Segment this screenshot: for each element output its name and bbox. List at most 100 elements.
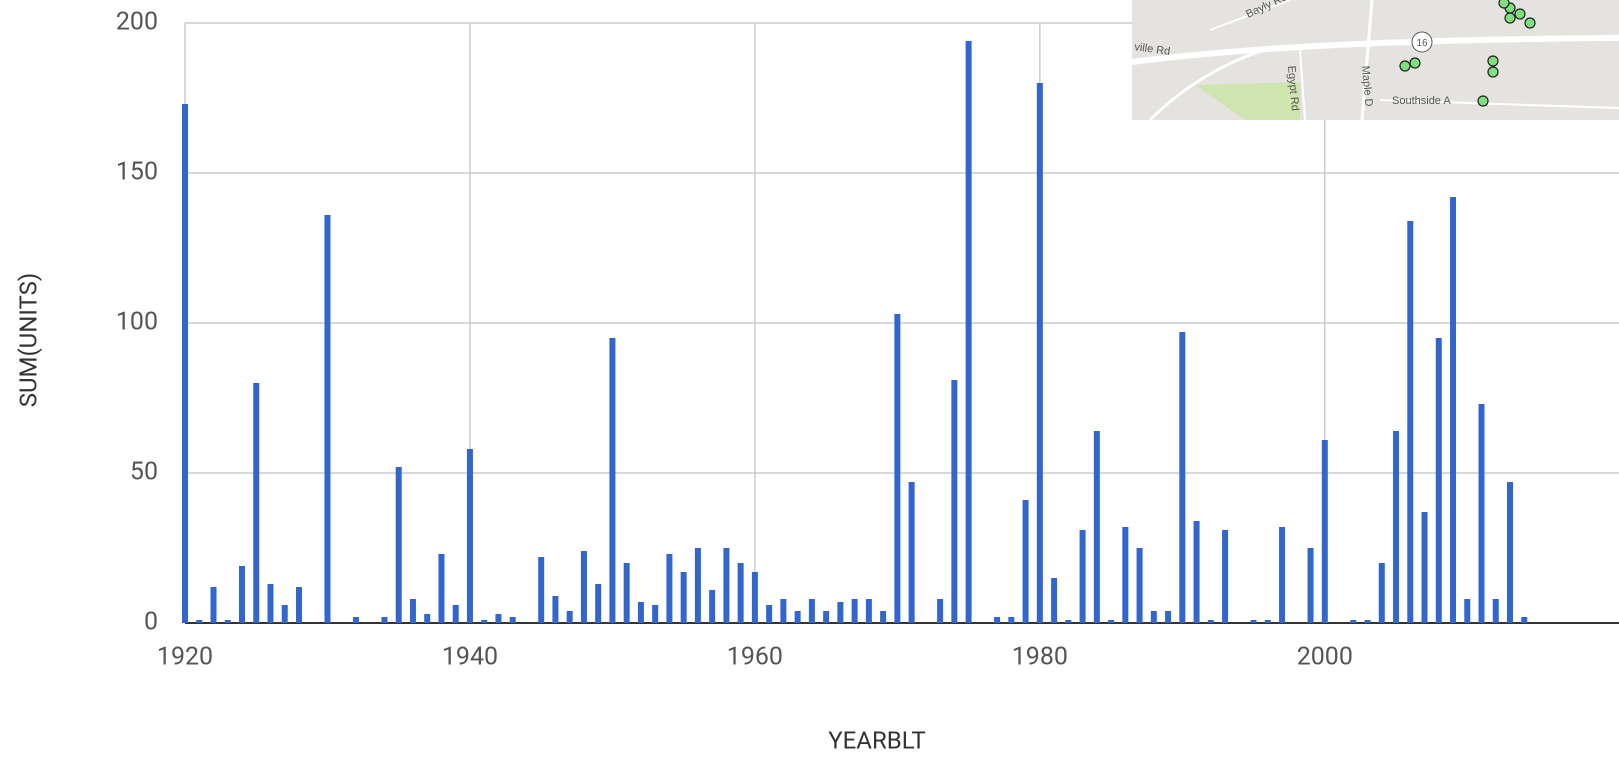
bar [410,599,416,623]
bar [1037,83,1043,623]
bar [1008,617,1014,623]
bar [1137,548,1143,623]
map-inset: Bayly Rd ville Rd Egypt Rd Maple D South… [1132,0,1619,120]
bar [766,605,772,623]
bar [182,104,188,623]
bar [752,572,758,623]
bar [1479,404,1485,623]
bar [467,449,473,623]
bar [1464,599,1470,623]
bar [1308,548,1314,623]
bar [1265,620,1271,623]
y-tick-label: 200 [116,8,158,37]
bar [510,617,516,623]
bar [1322,440,1328,623]
bar [296,587,302,623]
bar [1165,611,1171,623]
bar [823,611,829,623]
chart: SUM(UNITS) YEARBLT 0 50 100 150 200 1920 1940 1… [0,0,1619,778]
map-label: 16 [1416,38,1428,49]
bar [1350,620,1356,623]
bar [1493,599,1499,623]
y-tick-label: 50 [130,458,158,487]
bar [1222,530,1228,623]
bar [609,338,615,623]
bar [624,563,630,623]
bar [880,611,886,623]
bar [424,614,430,623]
bar [1521,617,1527,623]
x-tick-label: 1920 [157,643,213,672]
bar [1422,512,1428,623]
bar [1151,611,1157,623]
bar [695,548,701,623]
bar [780,599,786,623]
x-axis-title: YEARBLT [828,726,925,754]
bar [581,551,587,623]
bar [709,590,715,623]
bar [495,614,501,623]
y-tick-label: 100 [116,308,158,337]
bar [1379,563,1385,623]
bar [795,611,801,623]
y-tick-label: 150 [116,158,158,187]
bar [1194,521,1200,623]
bar [809,599,815,623]
map-label: Southside A [1392,95,1451,107]
bar [951,380,957,623]
bar [1436,338,1442,623]
bar [453,605,459,623]
bar [282,605,288,623]
bar [1251,620,1257,623]
bar [1450,197,1456,623]
bar [837,602,843,623]
x-tick-label: 2000 [1297,643,1353,672]
y-axis-title: SUM(UNITS) [14,273,42,408]
bar [438,554,444,623]
bar [1407,221,1413,623]
bar [866,599,872,623]
bar [681,572,687,623]
bar [210,587,216,623]
bar [966,41,972,623]
bar [1108,620,1114,623]
bar [267,584,273,623]
bar [567,611,573,623]
bar [1122,527,1128,623]
bar [894,314,900,623]
x-tick-label: 1940 [442,643,498,672]
x-tick-label: 1980 [1012,643,1068,672]
bar [1051,578,1057,623]
bar [1393,431,1399,623]
bar [225,620,231,623]
bar [196,620,202,623]
bar [1507,482,1513,623]
y-tick-label: 0 [144,608,158,637]
map-background [1132,0,1619,120]
bar [666,554,672,623]
bar [381,617,387,623]
bar [1094,431,1100,623]
bar [852,599,858,623]
bar [1023,500,1029,623]
bar [994,617,1000,623]
bar [638,602,644,623]
bar [595,584,601,623]
bar [1279,527,1285,623]
bar [481,620,487,623]
bar [937,599,943,623]
bar [324,215,330,623]
bar [1065,620,1071,623]
x-tick-label: 1960 [727,643,783,672]
bar [1208,620,1214,623]
bar [723,548,729,623]
bar [1365,620,1371,623]
bar [738,563,744,623]
bar [253,383,259,623]
bar [909,482,915,623]
bar [538,557,544,623]
bar [1080,530,1086,623]
page: {"chart_data": {"type": "bar", "x_label"… [0,0,1619,778]
bar [652,605,658,623]
bar [239,566,245,623]
